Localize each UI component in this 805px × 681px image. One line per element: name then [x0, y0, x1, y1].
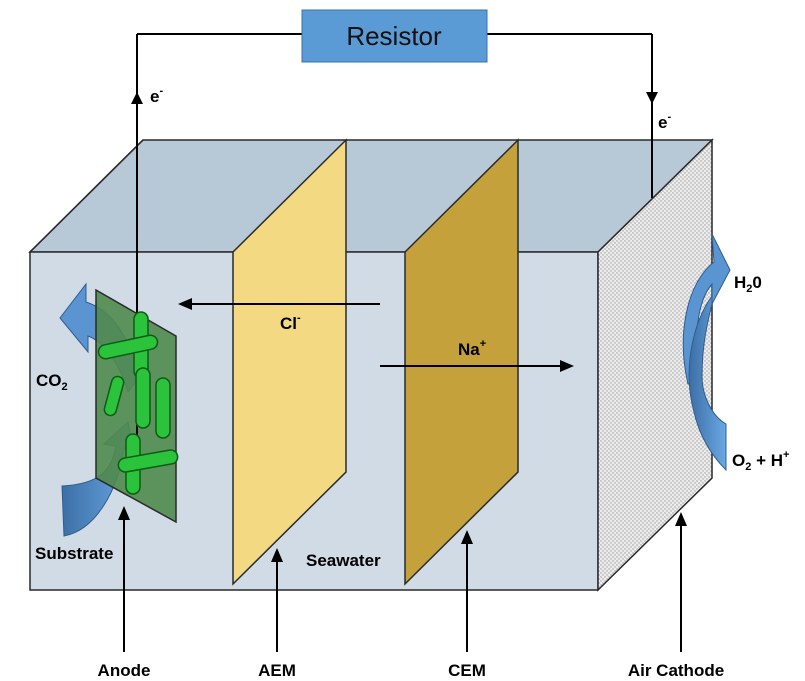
co2-label: CO2 [36, 371, 68, 393]
sodium-migration-arrow [380, 360, 574, 372]
cem-label: CEM [448, 661, 486, 680]
electron-label-left: e- [150, 85, 163, 106]
top-face [28, 139, 714, 253]
sodium-ion-label: Na+ [458, 338, 486, 359]
substrate-label: Substrate [35, 544, 113, 563]
h2o-label: H20 [734, 273, 762, 295]
o2-inflow-arrow [688, 294, 727, 472]
aem-membrane [232, 138, 347, 586]
aem-label: AEM [258, 661, 296, 680]
pointer-arrowheads [118, 506, 687, 562]
electron-arrow-up [131, 92, 143, 104]
resistor-label: Resistor [346, 21, 442, 51]
air-cathode-label: Air Cathode [628, 661, 724, 680]
seawater-label: Seawater [306, 551, 381, 570]
bacteria [97, 311, 179, 495]
chloride-ion-label: Cl- [280, 312, 301, 333]
electron-arrow-down [646, 92, 658, 104]
cem-membrane [404, 138, 519, 586]
o2-h-label: O2 + H+ [732, 449, 789, 473]
chloride-migration-arrow [178, 298, 380, 310]
anode-label: Anode [98, 661, 151, 680]
pointer-arrows [123, 518, 682, 652]
air-cathode-face [597, 138, 713, 592]
resistor: Resistor [301, 9, 488, 63]
electron-label-right: e- [658, 111, 671, 132]
